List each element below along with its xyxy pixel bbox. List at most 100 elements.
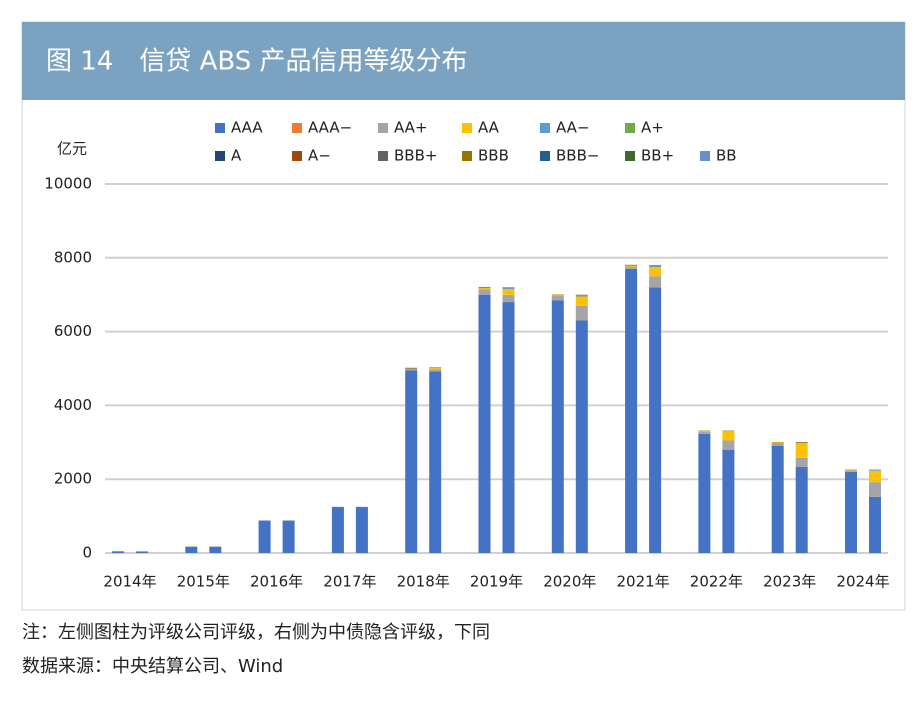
- x-tick-label: 2019年: [470, 573, 523, 591]
- bar-segment: [136, 552, 148, 553]
- bar-segment: [722, 431, 734, 440]
- bar-segment: [479, 287, 491, 288]
- bar-segment: [772, 443, 784, 446]
- legend-label: BBB: [478, 147, 509, 165]
- bar-segment: [869, 471, 881, 482]
- bar-segment: [429, 367, 441, 368]
- x-tick-label: 2021年: [617, 573, 670, 591]
- bar-segment: [259, 521, 271, 553]
- legend-label: BBB−: [556, 147, 599, 165]
- y-tick-label: 10000: [44, 175, 92, 193]
- legend-label: BBB+: [394, 147, 437, 165]
- legend-swatch: [540, 123, 550, 133]
- legend-label: AA: [478, 119, 500, 137]
- bar-segment: [796, 467, 808, 553]
- bar-segment: [722, 440, 734, 449]
- bar-segment: [625, 265, 637, 266]
- bar-segment: [698, 432, 710, 434]
- bar-segment: [869, 482, 881, 497]
- x-tick-label: 2023年: [763, 573, 816, 591]
- bar-segment: [405, 370, 417, 553]
- bar-segment: [405, 368, 417, 369]
- legend-label: BB+: [641, 147, 674, 165]
- bar-segment: [649, 266, 661, 267]
- legend-label: A−: [308, 147, 331, 165]
- x-tick-label: 2016年: [250, 573, 303, 591]
- legend-swatch: [215, 151, 225, 161]
- legend-swatch: [540, 151, 550, 161]
- x-tick-label: 2015年: [177, 573, 230, 591]
- bar-segment: [552, 300, 564, 553]
- bar-segment: [503, 295, 515, 302]
- legend-label: AAA: [231, 119, 263, 137]
- bar-segment: [649, 267, 661, 276]
- bar-segment: [479, 295, 491, 553]
- bar-segment: [869, 470, 881, 471]
- legend-label: A+: [641, 119, 664, 137]
- note: 注：左侧图柱为评级公司评级，右侧为中债隐含评级，下同: [22, 622, 490, 643]
- legend-swatch: [625, 123, 635, 133]
- bar-segment: [772, 442, 784, 443]
- legend-label: A: [231, 147, 242, 165]
- bar-segment: [722, 450, 734, 553]
- bar-segment: [552, 295, 564, 296]
- bar-segment: [429, 369, 441, 371]
- x-tick-label: 2018年: [397, 573, 450, 591]
- bar-segment: [698, 431, 710, 432]
- bar-segment: [429, 368, 441, 369]
- bar-segment: [698, 434, 710, 553]
- legend-swatch: [378, 151, 388, 161]
- legend-swatch: [378, 123, 388, 133]
- bar-segment: [405, 369, 417, 371]
- bar-segment: [479, 288, 491, 289]
- bar-segment: [625, 269, 637, 553]
- bar-segment: [503, 287, 515, 288]
- legend-swatch: [462, 123, 472, 133]
- bar-segment: [503, 302, 515, 553]
- y-axis-label: 亿元: [57, 140, 87, 158]
- bar-segment: [185, 547, 197, 553]
- legend-swatch: [700, 151, 710, 161]
- bar-segment: [429, 371, 441, 553]
- bar-segment: [649, 287, 661, 553]
- bar-segment: [479, 289, 491, 295]
- bar-segment: [845, 472, 857, 553]
- bar-segment: [503, 288, 515, 289]
- y-tick-label: 4000: [54, 396, 92, 414]
- bar-segment: [869, 497, 881, 553]
- bar-segment: [576, 297, 588, 306]
- bar-segment: [625, 267, 637, 269]
- legend-swatch: [215, 123, 225, 133]
- bar-segment: [796, 443, 808, 458]
- legend-swatch: [625, 151, 635, 161]
- y-tick-label: 8000: [54, 248, 92, 266]
- bar-segment: [649, 276, 661, 287]
- legend-label: BB: [716, 147, 737, 165]
- legend-label: AA+: [394, 119, 428, 137]
- bar-segment: [332, 507, 344, 553]
- bar-segment: [503, 289, 515, 295]
- x-tick-label: 2014年: [103, 573, 156, 591]
- bar-segment: [845, 470, 857, 471]
- legend-swatch: [292, 151, 302, 161]
- source: 数据来源：中央结算公司、Wind: [22, 656, 283, 677]
- legend-label: AAA−: [308, 119, 352, 137]
- x-tick-label: 2024年: [836, 573, 889, 591]
- bar-segment: [576, 321, 588, 553]
- legend-swatch: [292, 123, 302, 133]
- bar-segment: [796, 458, 808, 467]
- chart-title: 图 14 信贷 ABS 产品信用等级分布: [46, 47, 468, 77]
- bar-segment: [552, 295, 564, 300]
- bar-segment: [283, 521, 295, 553]
- bar-segment: [649, 265, 661, 266]
- bar-segment: [796, 442, 808, 443]
- bar-segment: [209, 547, 221, 553]
- bar-segment: [112, 551, 124, 553]
- x-tick-label: 2020年: [543, 573, 596, 591]
- legend-label: AA−: [556, 119, 590, 137]
- bar-segment: [576, 295, 588, 296]
- y-tick-label: 6000: [54, 322, 92, 340]
- bar-segment: [356, 507, 368, 553]
- bar-segment: [772, 446, 784, 553]
